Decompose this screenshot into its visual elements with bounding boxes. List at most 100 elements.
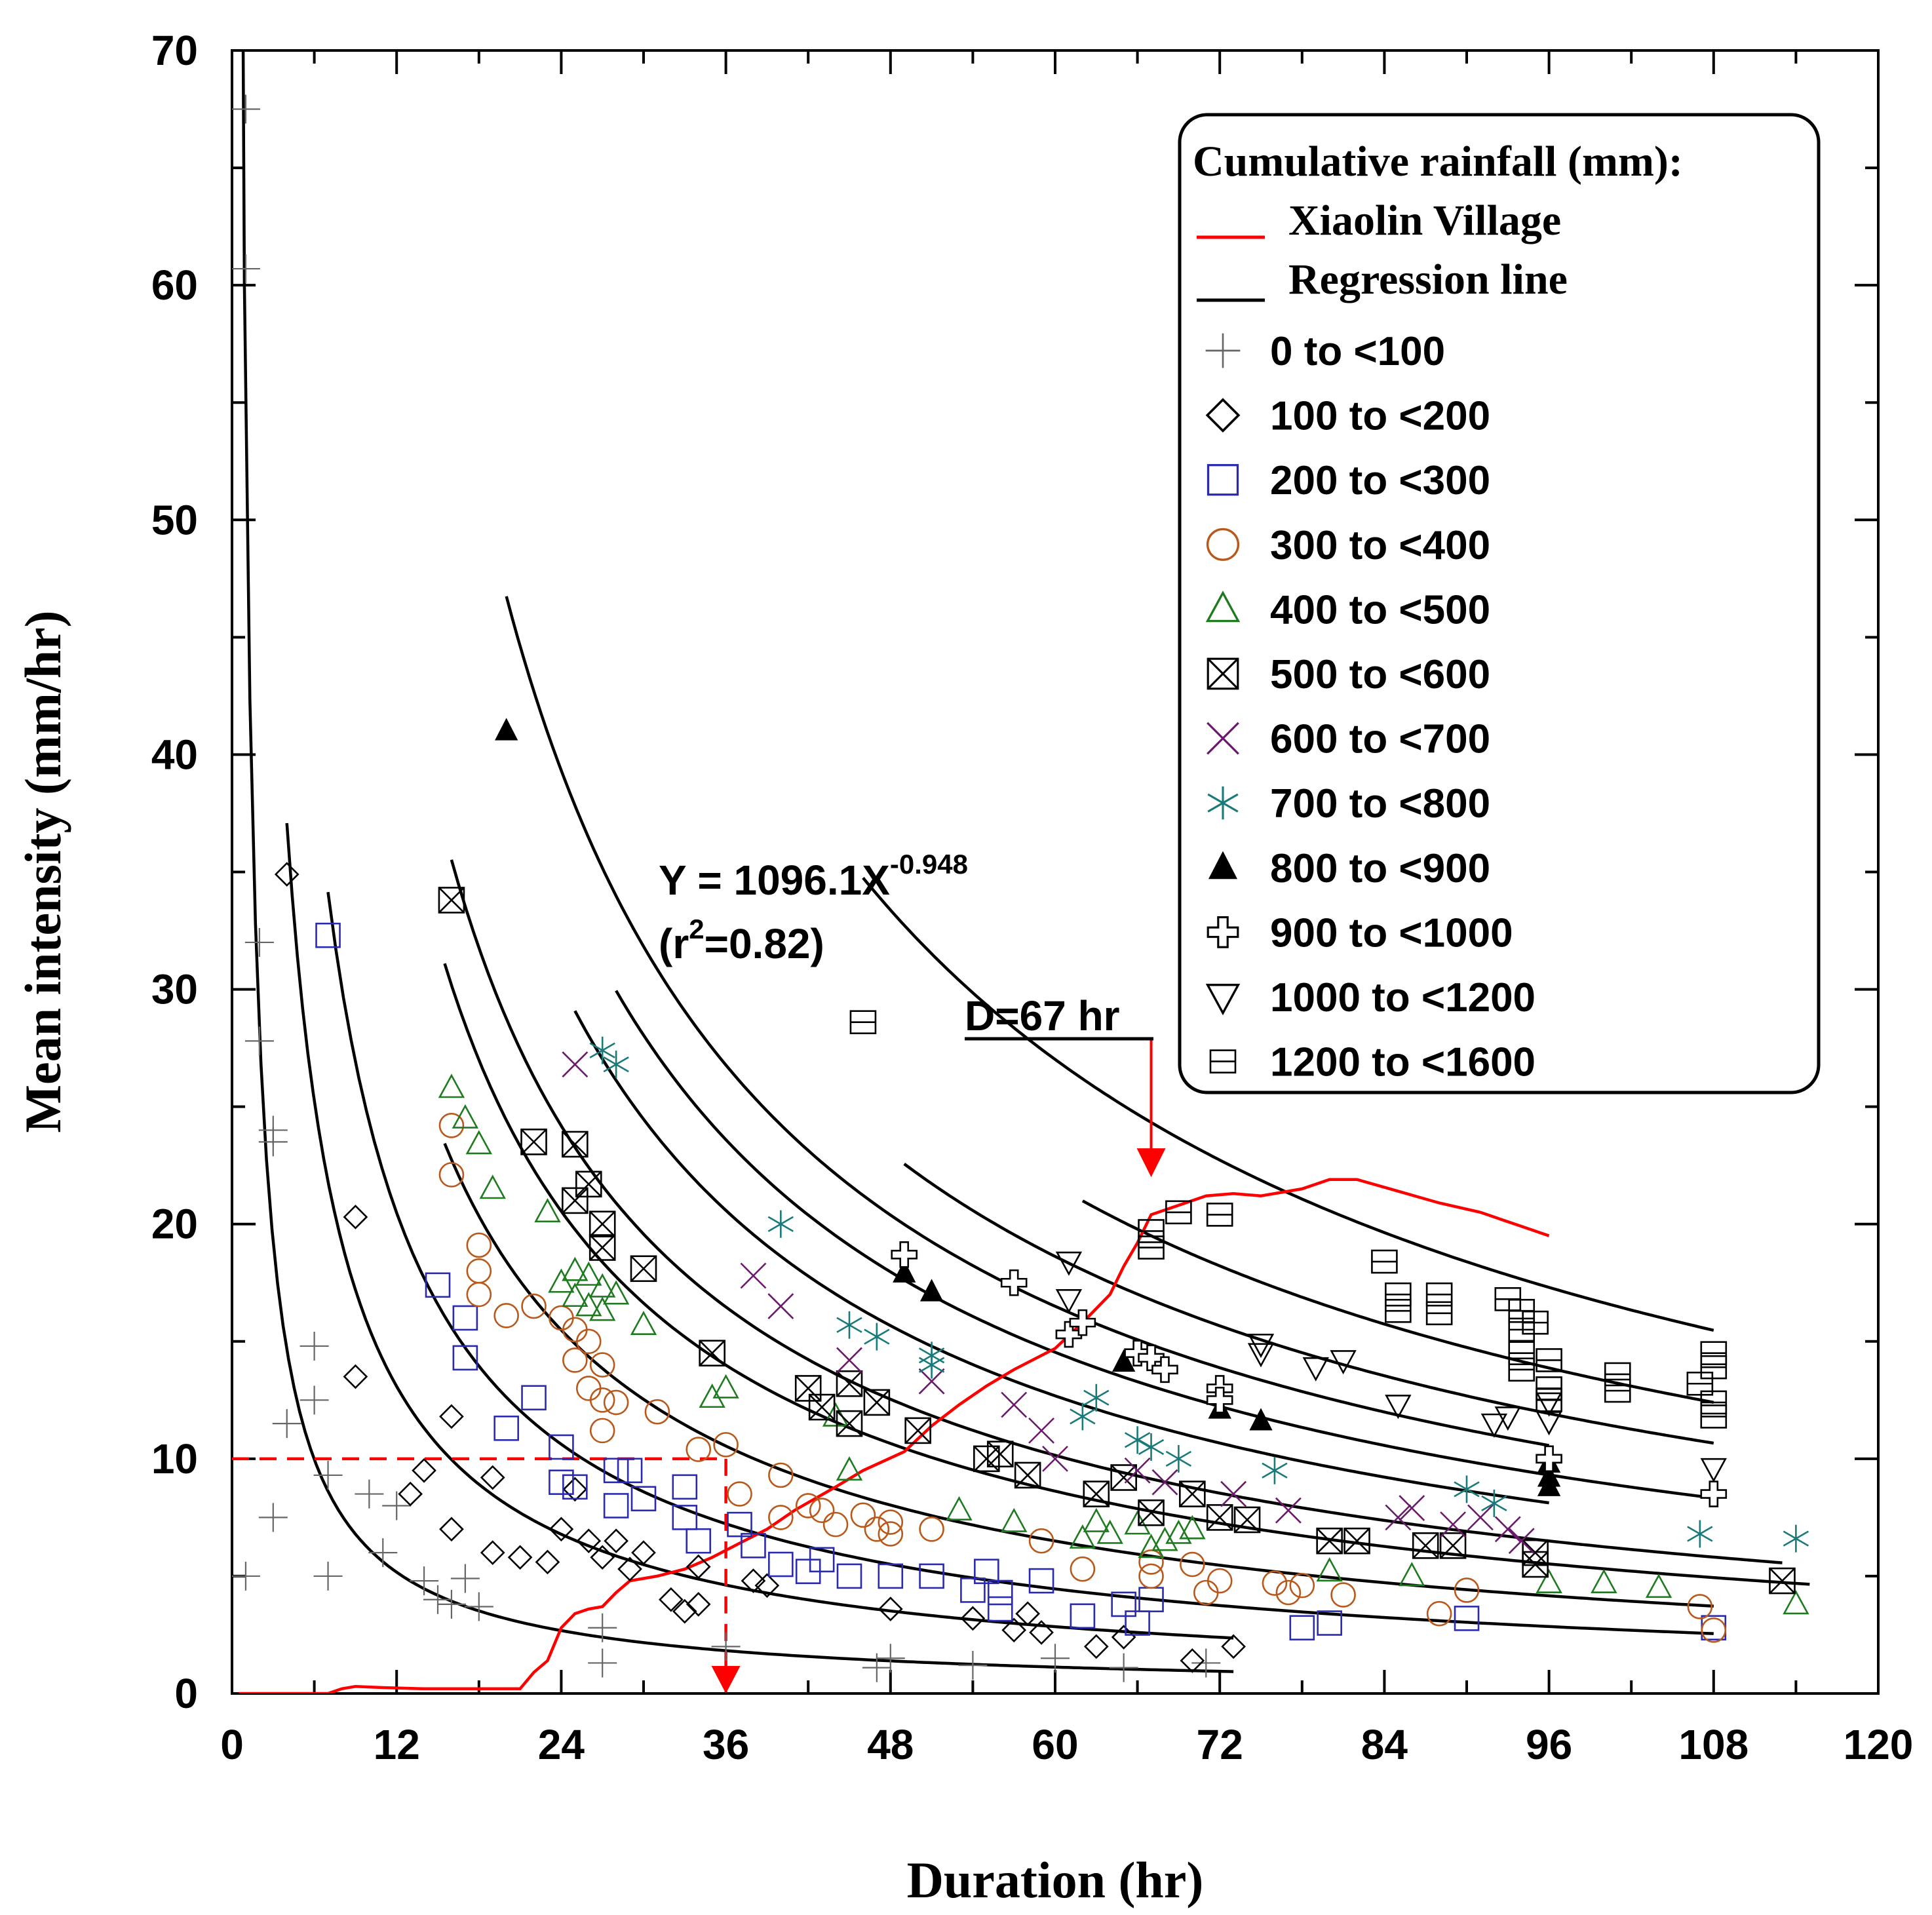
data-point (398, 1481, 423, 1507)
data-point (495, 718, 518, 741)
data-point (425, 1272, 451, 1298)
data-point (1537, 1473, 1561, 1496)
data-point (850, 1502, 876, 1528)
data-point (1083, 1634, 1109, 1659)
data-point (919, 1517, 944, 1542)
data-point (1165, 1200, 1192, 1225)
regression-lines (241, 50, 1810, 1673)
data-point (863, 1389, 891, 1416)
data-point (589, 1234, 616, 1261)
data-point (562, 1477, 588, 1502)
duration-label: D=67 hr (965, 992, 1120, 1039)
data-point (1522, 1551, 1549, 1578)
data-point (686, 1554, 711, 1579)
regression-curve (443, 963, 1810, 1586)
data-point (672, 1598, 697, 1624)
regression-curve (505, 596, 1550, 1447)
data-point (630, 1255, 657, 1283)
data-point (313, 1561, 343, 1591)
data-point (589, 1296, 616, 1321)
data-point (741, 1533, 766, 1558)
data-point (1687, 1594, 1713, 1619)
data-point (918, 1368, 945, 1395)
legend-label: 200 to <300 (1270, 458, 1490, 503)
data-point (439, 1517, 464, 1542)
legend-marker (1205, 590, 1241, 623)
data-point (1124, 1510, 1151, 1535)
data-point (1191, 1648, 1221, 1678)
data-point (958, 1651, 988, 1680)
data-point (1069, 1309, 1096, 1336)
data-point (1302, 1357, 1329, 1382)
data-point (588, 1648, 617, 1678)
legend-label: 400 to <500 (1270, 587, 1490, 632)
data-point (562, 1187, 589, 1214)
data-point (466, 1232, 492, 1258)
r-squared: (r2=0.82) (659, 914, 824, 967)
x-tick-label: 36 (703, 1721, 749, 1768)
data-point (768, 1462, 794, 1488)
regression-curve (241, 50, 1234, 1673)
data-point (1180, 1648, 1205, 1673)
data-point (836, 1311, 862, 1339)
data-point (480, 1465, 505, 1490)
regression-curve (1081, 1199, 1714, 1404)
x-tick-label: 24 (538, 1721, 585, 1768)
data-point (575, 1170, 602, 1198)
data-point (1247, 1343, 1275, 1368)
legend-label: 800 to <900 (1270, 846, 1490, 891)
data-point (1412, 1532, 1439, 1559)
data-point (589, 1387, 615, 1413)
data-point (918, 1351, 945, 1379)
data-point (1700, 1341, 1728, 1365)
data-point (604, 1528, 628, 1554)
data-point (562, 1474, 588, 1500)
x-tick-label: 84 (1361, 1721, 1408, 1768)
equation-exponent: -0.948 (890, 849, 968, 880)
data-point (1109, 1653, 1138, 1682)
data-point (603, 1458, 629, 1484)
data-point (630, 1311, 657, 1336)
data-point (631, 1540, 656, 1565)
data-point (1536, 1348, 1562, 1372)
data-point (562, 1256, 589, 1281)
x-tick-label: 48 (867, 1721, 914, 1768)
data-point (1508, 1528, 1535, 1555)
data-point (1399, 1562, 1425, 1587)
data-point (809, 1547, 835, 1573)
regression-curve (903, 1163, 1714, 1445)
data-point (232, 254, 260, 284)
data-point (809, 1498, 835, 1523)
legend-marker (1207, 657, 1239, 690)
data-point (590, 1545, 615, 1570)
data-point (521, 1293, 547, 1319)
data-point (1467, 1504, 1494, 1531)
data-point (1645, 1574, 1672, 1598)
data-point (1508, 1357, 1536, 1382)
x-tick-label: 108 (1678, 1721, 1748, 1768)
data-point (617, 1458, 643, 1484)
legend-marker (1207, 786, 1239, 820)
data-point (1070, 1603, 1096, 1629)
data-point (878, 1509, 904, 1535)
r2-open: (r (659, 920, 689, 967)
data-point (1249, 1408, 1273, 1431)
data-point (878, 1563, 904, 1589)
data-point (768, 1551, 794, 1577)
data-point (712, 1374, 739, 1399)
data-point (919, 1563, 944, 1589)
data-point (1700, 1390, 1728, 1415)
data-point (588, 1613, 617, 1642)
data-point (1330, 1350, 1357, 1375)
data-point (534, 1198, 561, 1223)
data-point (1096, 1519, 1123, 1544)
data-point (412, 1458, 436, 1483)
data-point (368, 1538, 398, 1568)
data-point (549, 1517, 574, 1542)
data-point (493, 1303, 519, 1328)
x-tick-label: 72 (1197, 1721, 1243, 1768)
data-point (439, 1404, 464, 1429)
legend-label: 900 to <1000 (1270, 910, 1513, 956)
data-point (836, 1456, 863, 1481)
data-point (1700, 1404, 1728, 1429)
